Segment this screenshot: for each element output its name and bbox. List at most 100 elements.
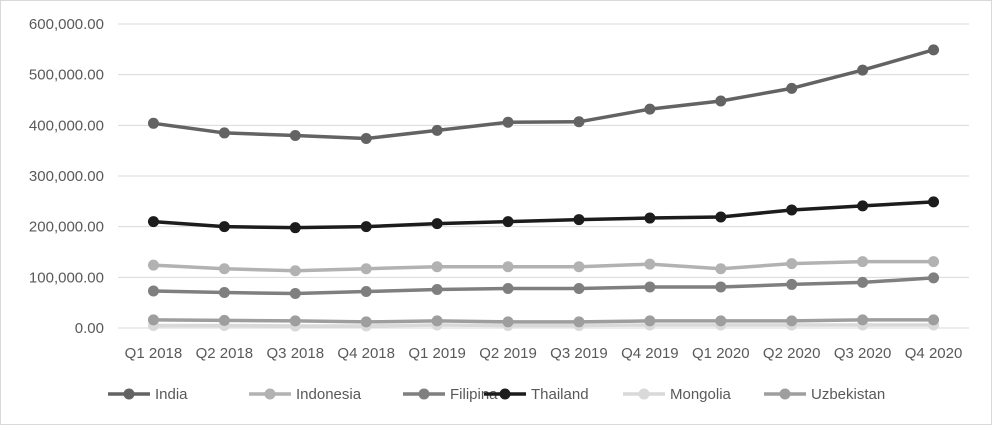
- series-thailand: [147, 196, 940, 234]
- data-point: [218, 314, 230, 326]
- legend-item-india: India: [108, 386, 188, 403]
- x-tick-label: Q3 2020: [834, 345, 892, 362]
- data-point: [147, 259, 159, 271]
- data-point: [360, 316, 372, 328]
- data-point: [857, 64, 869, 76]
- y-tick-label: 0.00: [75, 320, 104, 337]
- data-point: [715, 211, 727, 223]
- legend-label: Uzbekistan: [811, 386, 885, 403]
- data-point: [502, 282, 514, 294]
- data-point: [218, 263, 230, 275]
- series-line: [153, 259, 934, 273]
- data-point: [715, 315, 727, 327]
- data-point: [644, 281, 656, 293]
- legend-item-thailand: Thailand: [484, 386, 589, 403]
- data-point: [431, 315, 443, 327]
- y-axis-ticks: 0.00 100,000.00 200,000.00 300,000.00 400,00…: [29, 16, 104, 337]
- legend-label: Thailand: [531, 386, 589, 403]
- legend-item-indonesia: Indonesia: [249, 386, 362, 403]
- data-point: [786, 82, 798, 94]
- series-line: [153, 200, 934, 230]
- x-tick-label: Q4 2019: [621, 345, 679, 362]
- data-point: [289, 315, 301, 327]
- data-point: [715, 263, 727, 275]
- y-tick-label: 200,000.00: [29, 219, 104, 236]
- data-point: [644, 315, 656, 327]
- data-point: [431, 261, 443, 273]
- data-point: [431, 283, 443, 295]
- legend: India Indonesia Filipina Thailand Mongolia Uz…: [108, 386, 885, 403]
- x-tick-label: Q3 2019: [550, 345, 608, 362]
- x-tick-label: Q2 2019: [479, 345, 537, 362]
- data-point: [502, 116, 514, 128]
- series-filipina: [147, 272, 940, 300]
- data-point: [715, 95, 727, 107]
- series-group: [147, 44, 940, 332]
- data-point: [573, 261, 585, 273]
- y-tick-label: 600,000.00: [29, 16, 104, 33]
- series-india: [147, 44, 940, 145]
- data-point: [289, 222, 301, 234]
- data-point: [147, 285, 159, 297]
- data-point: [786, 278, 798, 290]
- data-point: [360, 286, 372, 298]
- legend-label: Mongolia: [670, 386, 732, 403]
- y-tick-label: 100,000.00: [29, 269, 104, 286]
- y-tick-label: 500,000.00: [29, 67, 104, 84]
- legend-item-uzbekistan: Uzbekistan: [764, 386, 885, 403]
- legend-swatch-marker: [499, 388, 511, 400]
- series-line: [153, 318, 934, 324]
- data-point: [573, 116, 585, 128]
- legend-swatch-marker: [779, 388, 791, 400]
- data-point: [928, 314, 940, 326]
- x-tick-label: Q2 2020: [763, 345, 821, 362]
- x-tick-label: Q4 2018: [337, 345, 395, 362]
- data-point: [147, 216, 159, 228]
- x-tick-label: Q4 2020: [905, 345, 963, 362]
- legend-swatch-marker: [638, 388, 650, 400]
- legend-label: Filipina: [450, 386, 498, 403]
- data-point: [573, 214, 585, 226]
- legend-item-mongolia: Mongolia: [623, 386, 732, 403]
- series-line: [153, 323, 934, 328]
- data-point: [147, 314, 159, 326]
- data-point: [644, 103, 656, 115]
- data-point: [786, 315, 798, 327]
- data-point: [857, 200, 869, 212]
- legend-swatch-marker: [123, 388, 135, 400]
- data-point: [502, 316, 514, 328]
- data-point: [857, 256, 869, 268]
- data-point: [857, 276, 869, 288]
- data-point: [573, 316, 585, 328]
- data-point: [502, 261, 514, 273]
- data-point: [644, 258, 656, 270]
- y-tick-label: 300,000.00: [29, 168, 104, 185]
- data-point: [218, 221, 230, 233]
- data-point: [360, 133, 372, 145]
- data-point: [218, 127, 230, 139]
- data-point: [360, 221, 372, 233]
- data-point: [857, 314, 869, 326]
- data-point: [289, 129, 301, 141]
- data-point: [928, 196, 940, 208]
- legend-label: India: [155, 386, 188, 403]
- x-tick-label: Q1 2018: [125, 345, 183, 362]
- data-point: [715, 281, 727, 293]
- legend-swatch-marker: [264, 388, 276, 400]
- x-tick-label: Q2 2018: [196, 345, 254, 362]
- x-tick-label: Q3 2018: [267, 345, 325, 362]
- data-point: [573, 282, 585, 294]
- data-point: [431, 218, 443, 230]
- series-line: [153, 276, 934, 296]
- data-point: [644, 212, 656, 224]
- data-point: [289, 265, 301, 277]
- data-point: [928, 272, 940, 284]
- data-point: [147, 117, 159, 129]
- data-point: [289, 288, 301, 300]
- series-indonesia: [147, 256, 940, 277]
- series-uzbekistan: [147, 314, 940, 328]
- data-point: [502, 216, 514, 228]
- legend-swatch-marker: [418, 388, 430, 400]
- x-axis-ticks: Q1 2018 Q2 2018 Q3 2018 Q4 2018 Q1 2019 Q2 20…: [125, 345, 963, 362]
